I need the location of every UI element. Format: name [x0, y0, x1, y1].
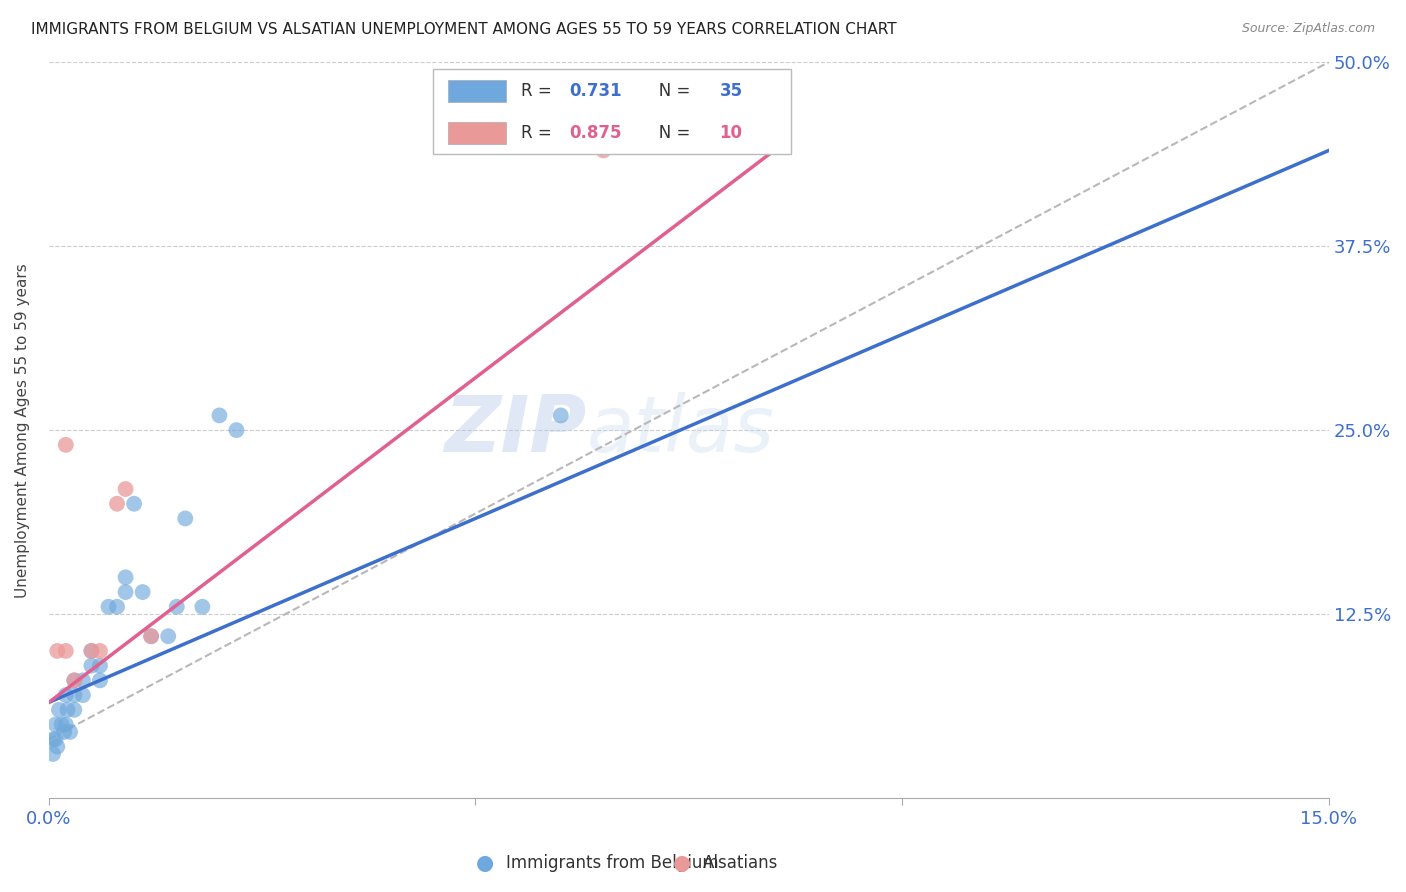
Point: [97, 599, 120, 614]
Point: [80, 658, 103, 673]
Bar: [433, 70, 792, 154]
Text: 0.875: 0.875: [569, 124, 623, 142]
Text: ●: ●: [477, 854, 494, 873]
Text: N =: N =: [643, 124, 696, 142]
Point: [56, 703, 79, 717]
Text: 10: 10: [720, 124, 742, 142]
Bar: [449, 122, 506, 144]
Text: 35: 35: [720, 82, 742, 100]
Point: [89, 673, 111, 688]
Point: [72, 673, 94, 688]
Point: [59, 725, 82, 739]
Point: [63, 673, 86, 688]
Text: ZIP: ZIP: [444, 392, 586, 468]
Point: [42, 732, 65, 747]
Bar: [449, 79, 506, 102]
Point: [114, 482, 136, 496]
Point: [114, 585, 136, 599]
Point: [80, 644, 103, 658]
Point: [131, 585, 153, 599]
Point: [191, 599, 214, 614]
Text: Alsatians: Alsatians: [703, 855, 779, 872]
Text: N =: N =: [643, 82, 696, 100]
Point: [63, 673, 86, 688]
Point: [141, 629, 163, 643]
Point: [53, 725, 76, 739]
Text: IMMIGRANTS FROM BELGIUM VS ALSATIAN UNEMPLOYMENT AMONG AGES 55 TO 59 YEARS CORRE: IMMIGRANTS FROM BELGIUM VS ALSATIAN UNEM…: [31, 22, 897, 37]
Point: [55, 688, 77, 702]
Point: [45, 732, 67, 747]
Point: [114, 570, 136, 584]
Text: ●: ●: [673, 854, 690, 873]
Point: [105, 599, 128, 614]
Point: [55, 438, 77, 452]
Point: [63, 703, 86, 717]
Y-axis label: Unemployment Among Ages 55 to 59 years: Unemployment Among Ages 55 to 59 years: [15, 263, 30, 598]
Point: [42, 747, 65, 761]
Point: [46, 644, 69, 658]
Text: Immigrants from Belgium: Immigrants from Belgium: [506, 855, 718, 872]
Point: [141, 629, 163, 643]
Text: R =: R =: [522, 124, 557, 142]
Point: [550, 409, 572, 423]
Point: [46, 739, 69, 754]
Point: [80, 644, 103, 658]
Point: [225, 423, 247, 437]
Point: [45, 717, 67, 731]
Point: [208, 409, 231, 423]
Point: [174, 511, 197, 525]
Point: [72, 688, 94, 702]
Text: Source: ZipAtlas.com: Source: ZipAtlas.com: [1241, 22, 1375, 36]
Point: [592, 144, 614, 158]
Point: [122, 497, 145, 511]
Point: [55, 644, 77, 658]
Text: atlas: atlas: [586, 392, 775, 468]
Point: [51, 717, 73, 731]
Text: R =: R =: [522, 82, 557, 100]
Point: [55, 717, 77, 731]
Point: [48, 703, 70, 717]
Point: [89, 644, 111, 658]
Point: [63, 688, 86, 702]
Text: 0.731: 0.731: [569, 82, 623, 100]
Point: [157, 629, 180, 643]
Point: [105, 497, 128, 511]
Point: [89, 658, 111, 673]
Point: [166, 599, 188, 614]
